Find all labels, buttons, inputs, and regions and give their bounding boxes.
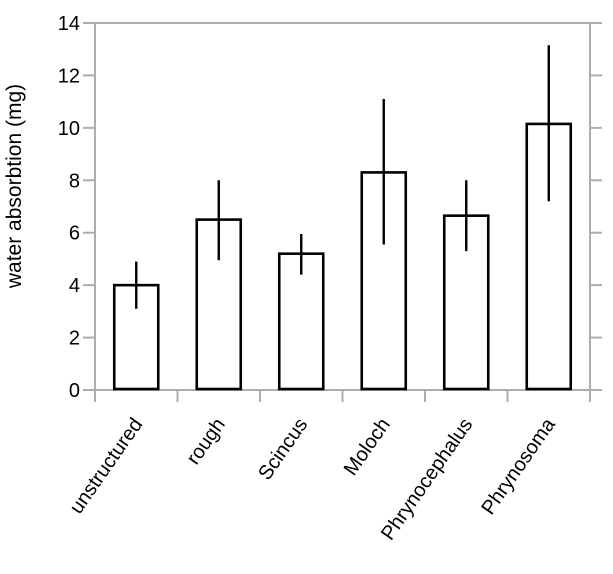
x-category-label: Phrynocephalus xyxy=(377,414,477,544)
y-tick-label: 12 xyxy=(58,65,80,87)
x-category-label: rough xyxy=(182,414,229,469)
plot-frame xyxy=(94,22,591,391)
x-category-label: Phrynosoma xyxy=(477,414,560,519)
bar xyxy=(277,252,325,391)
y-tick-labels: 0 2 4 6 8 10 12 14 xyxy=(58,13,80,402)
y-tick-label: 2 xyxy=(69,328,80,350)
error-bars xyxy=(135,45,550,309)
y-tick-label: 10 xyxy=(58,118,80,140)
y-tick-label: 0 xyxy=(69,380,80,402)
x-category-label: Scincus xyxy=(254,414,312,484)
y-tick-label: 14 xyxy=(58,13,80,35)
x-category-labels: unstructured rough Scincus MolochPhrynoceph… xyxy=(66,414,561,545)
x-category-label: Moloch xyxy=(340,414,395,479)
y-tick-label: 6 xyxy=(69,223,80,245)
y-tick-label: 4 xyxy=(69,275,80,297)
y-tick-label: 8 xyxy=(69,170,80,192)
axis-ticks xyxy=(83,22,602,402)
plot-box-outline xyxy=(94,22,591,391)
y-axis-title: water absorbtion (mg) xyxy=(3,84,26,289)
bars xyxy=(112,122,573,391)
x-category-label: unstructured xyxy=(66,414,148,518)
bar xyxy=(442,214,490,391)
